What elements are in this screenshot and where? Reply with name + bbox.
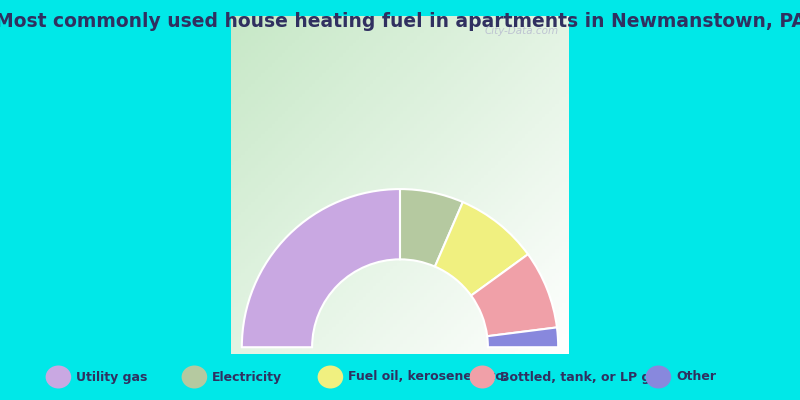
Text: Electricity: Electricity — [212, 370, 282, 384]
Wedge shape — [435, 202, 528, 296]
Ellipse shape — [318, 366, 343, 388]
Ellipse shape — [46, 366, 71, 388]
Text: Fuel oil, kerosene, etc.: Fuel oil, kerosene, etc. — [348, 370, 507, 384]
Ellipse shape — [646, 366, 671, 388]
Ellipse shape — [470, 366, 495, 388]
Wedge shape — [242, 189, 400, 347]
Text: Other: Other — [676, 370, 716, 384]
Text: Bottled, tank, or LP gas: Bottled, tank, or LP gas — [500, 370, 666, 384]
Text: Utility gas: Utility gas — [76, 370, 147, 384]
Wedge shape — [487, 328, 558, 347]
Text: City-Data.com: City-Data.com — [485, 26, 559, 36]
Text: Most commonly used house heating fuel in apartments in Newmanstown, PA: Most commonly used house heating fuel in… — [0, 12, 800, 31]
Wedge shape — [471, 254, 557, 336]
Wedge shape — [400, 189, 463, 266]
Ellipse shape — [182, 366, 207, 388]
